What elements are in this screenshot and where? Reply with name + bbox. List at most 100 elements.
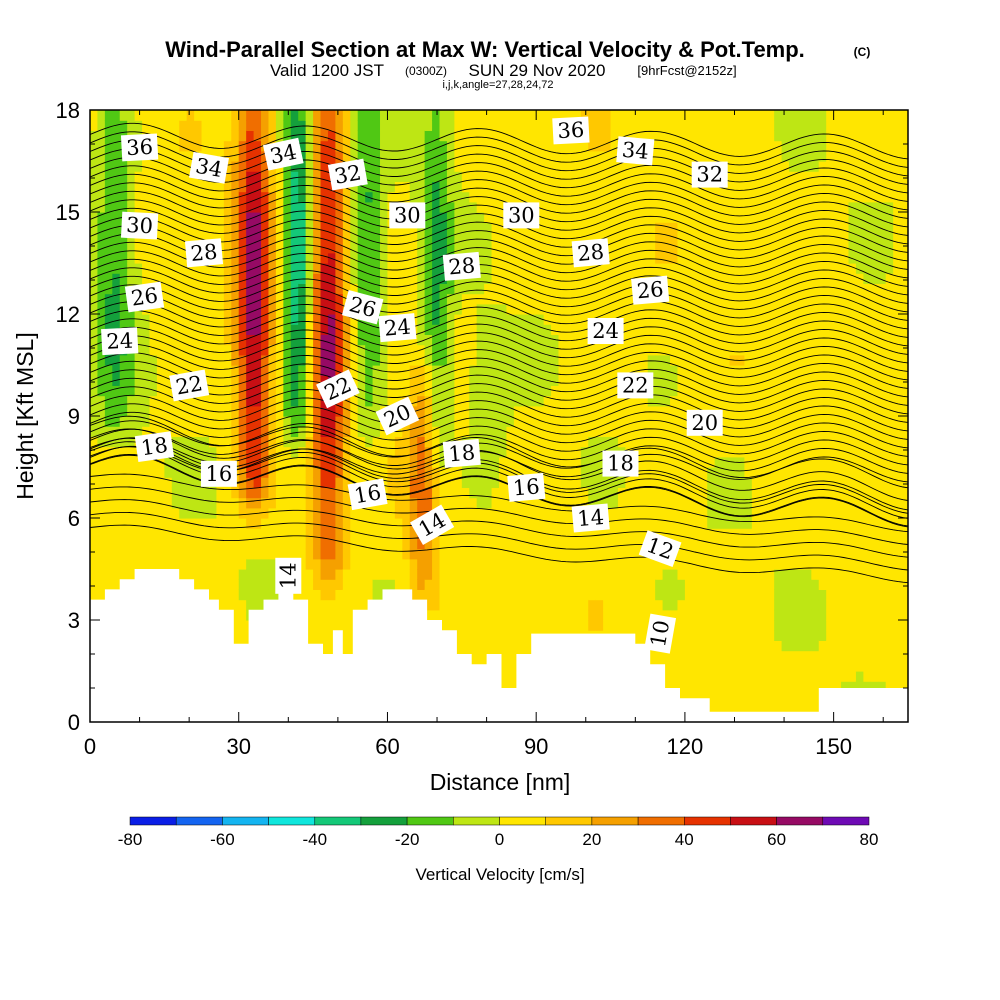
w-cell: [335, 354, 344, 366]
w-cell: [134, 354, 143, 366]
w-cell: [104, 375, 113, 386]
w-cell: [677, 354, 686, 366]
w-cell: [290, 507, 299, 519]
w-cell: [454, 405, 463, 417]
w-cell: [551, 416, 560, 427]
w-cell: [543, 334, 552, 346]
w-cell: [662, 140, 671, 152]
w-cell: [320, 589, 329, 601]
w-cell: [632, 365, 641, 376]
w-cell: [558, 446, 567, 458]
w-cell: [238, 232, 247, 244]
w-cell: [536, 579, 545, 590]
w-cell: [491, 130, 500, 142]
w-cell: [327, 640, 336, 652]
w-cell: [647, 579, 656, 590]
w-cell: [580, 548, 589, 560]
w-cell: [625, 558, 634, 570]
w-cell: [677, 416, 686, 427]
w-cell: [238, 222, 247, 233]
w-cell: [335, 242, 344, 254]
w-cell: [342, 497, 351, 509]
w-cell: [253, 385, 262, 397]
w-cell: [238, 385, 247, 397]
w-cell: [580, 456, 589, 468]
w-cell: [134, 242, 143, 254]
w-cell: [402, 171, 411, 182]
w-cell: [335, 416, 344, 427]
w-cell: [484, 130, 493, 142]
w-cell: [372, 365, 381, 376]
w-cell: [104, 314, 113, 325]
w-cell: [446, 150, 455, 162]
w-cell: [171, 456, 180, 468]
w-cell: [506, 314, 515, 325]
w-cell: [305, 385, 314, 397]
w-cell: [402, 283, 411, 295]
w-cell: [580, 558, 589, 570]
w-cell: [662, 385, 671, 397]
w-cell: [171, 314, 180, 325]
w-cell: [208, 140, 218, 152]
w-cell: [610, 569, 619, 580]
w-cell: [707, 620, 716, 631]
w-cell: [476, 558, 485, 570]
w-cell: [573, 620, 582, 631]
w-cell: [692, 579, 701, 590]
w-cell: [625, 518, 634, 529]
w-cell: [90, 242, 99, 254]
w-cell: [476, 620, 485, 631]
w-cell: [446, 528, 455, 539]
w-cell: [521, 314, 530, 325]
w-cell: [253, 181, 262, 193]
w-cell: [670, 456, 679, 468]
w-cell: [380, 120, 389, 131]
w-cell: [275, 487, 284, 499]
w-cell: [409, 365, 418, 376]
w-cell: [394, 232, 403, 244]
w-cell: [684, 395, 693, 407]
w-cell: [320, 354, 329, 366]
w-cell: [565, 181, 574, 193]
w-cell: [208, 334, 218, 346]
w-cell: [513, 416, 522, 427]
w-cell: [521, 334, 530, 346]
w-cell: [565, 385, 574, 397]
w-cell: [551, 518, 560, 529]
w-cell: [655, 201, 664, 213]
w-cell: [454, 344, 463, 356]
w-cell: [484, 273, 493, 284]
w-cell: [179, 497, 188, 509]
w-cell: [446, 589, 455, 601]
w-cell: [476, 518, 485, 529]
w-cell: [506, 538, 515, 550]
w-cell: [670, 314, 679, 325]
w-cell: [261, 263, 270, 274]
w-cell: [692, 395, 701, 407]
w-cell: [283, 507, 292, 519]
w-cell: [506, 375, 515, 386]
w-cell: [417, 150, 426, 162]
w-cell: [461, 640, 470, 652]
w-cell: [603, 558, 612, 570]
w-cell: [476, 630, 485, 641]
w-cell: [313, 171, 322, 182]
w-cell: [156, 405, 165, 417]
w-cell: [134, 548, 143, 560]
w-cell: [216, 334, 225, 346]
w-cell: [357, 191, 366, 203]
w-cell: [320, 518, 329, 529]
w-cell: [186, 395, 195, 407]
w-cell: [216, 344, 225, 356]
w-cell: [573, 426, 582, 437]
w-cell: [365, 242, 374, 254]
w-cell: [394, 263, 403, 274]
w-cell: [692, 467, 701, 478]
w-cell: [603, 416, 612, 427]
w-cell: [342, 579, 351, 590]
w-cell: [216, 507, 225, 519]
w-cell: [298, 589, 307, 601]
w-cell: [171, 171, 180, 182]
w-cell: [469, 303, 478, 315]
w-cell: [513, 558, 522, 570]
